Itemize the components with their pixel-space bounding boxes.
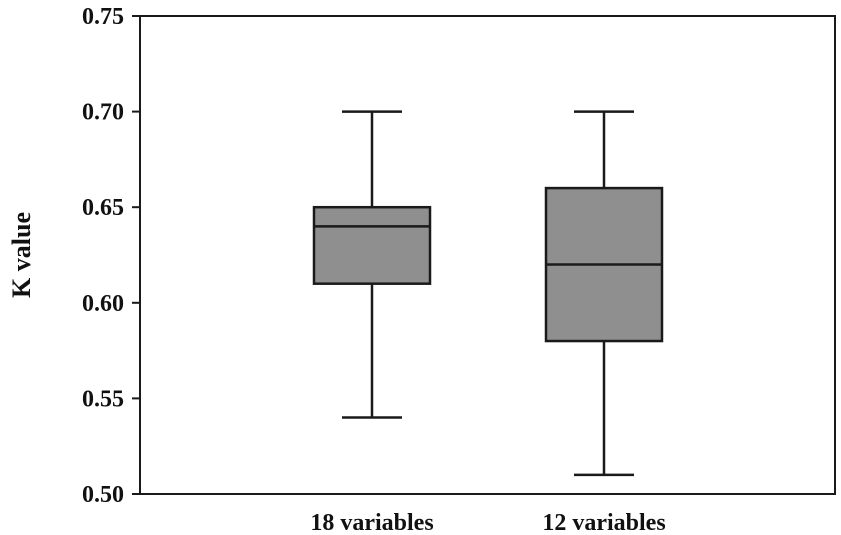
y-tick-label: 0.65 xyxy=(82,195,124,221)
box-group xyxy=(312,110,432,419)
x-category-label: 18 variables xyxy=(310,510,433,535)
y-tick-label: 0.70 xyxy=(82,100,124,126)
y-tick-label: 0.55 xyxy=(82,386,124,412)
x-category-label: 12 variables xyxy=(542,510,665,535)
box-group xyxy=(544,110,664,477)
y-tick-label: 0.75 xyxy=(82,4,124,30)
y-axis-title: K value xyxy=(7,212,36,298)
x-axis-labels: 18 variables 12 variables xyxy=(310,510,665,535)
y-tick-label: 0.60 xyxy=(82,291,124,317)
y-axis: 0.50 0.55 0.60 0.65 0.70 0.75 xyxy=(82,4,140,508)
y-tick-label: 0.50 xyxy=(82,482,124,508)
boxes-layer xyxy=(312,110,664,477)
box-iqr xyxy=(312,205,432,285)
plot-frame xyxy=(139,15,836,495)
